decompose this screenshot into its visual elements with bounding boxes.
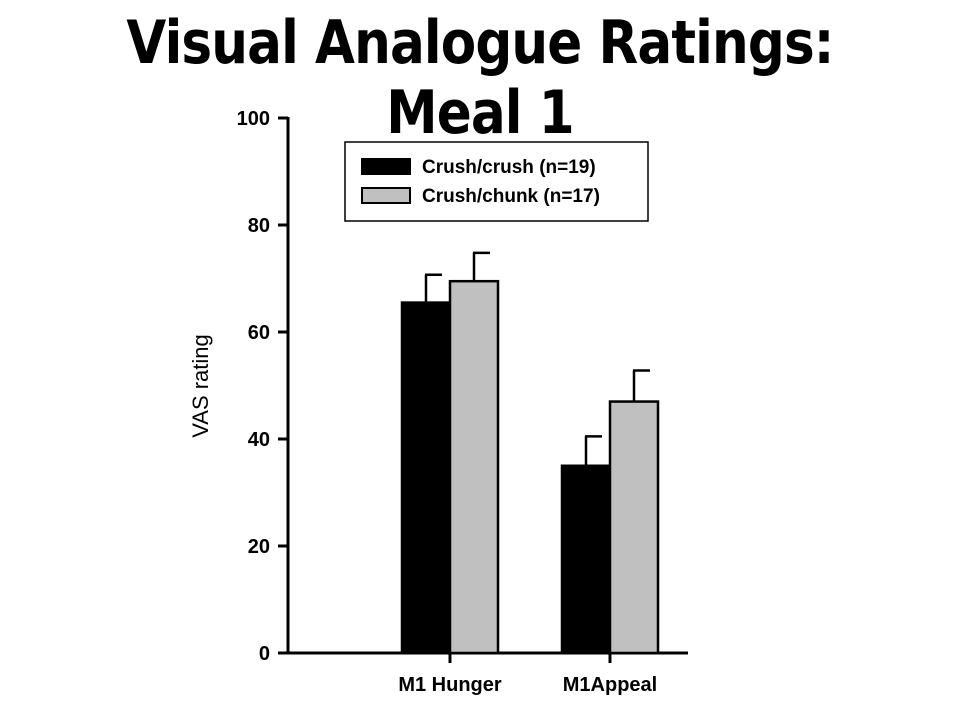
x-category-label: M1 Hunger [398,674,502,696]
legend: Crush/crush (n=19) Crush/chunk (n=17) [344,141,649,222]
x-category-label: M1Appeal [563,674,657,696]
bars [400,279,660,655]
y-tick-label: 0 [259,643,270,665]
x-axis-category-labels: M1 Hunger M1Appeal [398,674,657,696]
legend-swatch [361,187,411,204]
legend-entry: Crush/chunk (n=17) [422,186,600,207]
y-tick-label: 40 [248,429,270,451]
y-tick-label: 100 [237,108,270,130]
legend-entry: Crush/crush (n=19) [422,157,596,178]
y-tick-label: 20 [248,536,270,558]
legend-swatch [361,158,411,175]
bar-crush-chunk [448,279,500,655]
bar-crush-crush [560,464,612,655]
chart-title: Visual Analogue Ratings: Meal 1 [126,8,834,148]
legend-box [344,141,649,222]
y-axis-label: VAS rating [188,334,213,438]
bar-crush-crush [400,301,452,655]
error-bars [424,251,650,466]
y-axis-ticks: 0 20 40 60 80 100 [237,108,288,665]
y-tick-label: 60 [248,322,270,344]
y-tick-label: 80 [248,215,270,237]
bar-crush-chunk [608,400,660,655]
